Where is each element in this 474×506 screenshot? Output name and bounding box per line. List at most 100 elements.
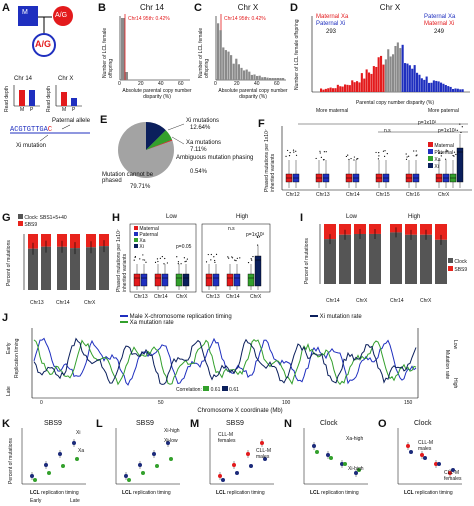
legend-paternal: Paternal bbox=[134, 232, 159, 238]
box-outlier bbox=[176, 256, 178, 258]
series-line bbox=[33, 337, 417, 386]
box-outlier bbox=[210, 253, 212, 256]
panel-j-left-axis: Replication timing bbox=[14, 338, 20, 378]
box-outlier bbox=[159, 257, 161, 259]
pie-slice-xa bbox=[146, 130, 172, 150]
box-outlier bbox=[234, 259, 236, 261]
pie-label-xa: Xa mutations bbox=[186, 140, 222, 146]
panel-label-l: L bbox=[96, 418, 103, 430]
panel-d-left-l1: Maternal Xa bbox=[316, 14, 349, 20]
stacked-bar-sbs9 bbox=[70, 234, 80, 249]
histogram-bar bbox=[396, 42, 399, 92]
histogram-bar bbox=[271, 78, 274, 80]
mother-label: A/G bbox=[55, 12, 68, 19]
box-outlier bbox=[186, 258, 188, 260]
box bbox=[154, 273, 162, 287]
panel-k-label-0: Xi bbox=[76, 430, 81, 436]
histogram-bar bbox=[237, 64, 240, 80]
box-outlier bbox=[353, 159, 355, 161]
box-outlier bbox=[142, 254, 144, 256]
box bbox=[182, 273, 190, 287]
box-outlier bbox=[257, 244, 259, 246]
bottom-xlabel-n: LCL replication timing bbox=[310, 490, 359, 496]
box-outlier bbox=[322, 159, 325, 161]
panel-j-right-high: High bbox=[452, 378, 458, 389]
box bbox=[133, 273, 141, 287]
box bbox=[175, 273, 183, 287]
box-outlier bbox=[345, 155, 347, 158]
panel-j-xtick-0: 0 bbox=[40, 400, 43, 406]
panel-g-group-0: Chr13 bbox=[30, 300, 44, 306]
panel-j-xtick-3: 150 bbox=[404, 400, 413, 406]
box-outlier bbox=[213, 256, 215, 258]
histogram-bar bbox=[413, 65, 416, 92]
stacked-bar-clock bbox=[57, 246, 67, 290]
panel-i-legend-2: SBS9 bbox=[448, 266, 467, 273]
panel-f-legend: Maternal Paternal Xa Xi bbox=[428, 142, 454, 170]
chr14-p-tick: P bbox=[30, 107, 34, 113]
box bbox=[247, 273, 255, 287]
box-outlier bbox=[134, 256, 136, 258]
dot bbox=[249, 464, 253, 468]
pie-label-cannot: Mutation cannot be phased bbox=[102, 172, 154, 184]
box-outlier bbox=[287, 149, 289, 152]
legend-xi-rate: Xi mutation rate bbox=[310, 314, 362, 320]
corr-1: 0.61 bbox=[210, 387, 221, 393]
stacked-bar-clock bbox=[70, 248, 80, 290]
panel-label-e: E bbox=[100, 114, 108, 126]
dot bbox=[232, 463, 236, 467]
panel-c-xtick-0: 0 bbox=[214, 81, 217, 87]
panel-b-xtick-1: 20 bbox=[138, 81, 144, 87]
panel-i-low: Low bbox=[346, 214, 358, 220]
histogram-bar bbox=[324, 88, 327, 92]
box-outlier bbox=[251, 259, 253, 261]
box-outlier bbox=[236, 257, 238, 259]
child-circle bbox=[32, 33, 56, 57]
histogram-bar bbox=[401, 44, 404, 92]
histogram-bar bbox=[394, 45, 397, 92]
box-outlier bbox=[215, 253, 218, 255]
panel-g-chart bbox=[23, 234, 109, 290]
xi-mutation-label: Xi mutation bbox=[16, 143, 47, 149]
box-outlier bbox=[258, 236, 261, 238]
histogram-bar bbox=[365, 69, 368, 92]
box-outlier bbox=[164, 257, 166, 260]
panel-j-right-axis: Mutation rate bbox=[444, 350, 450, 380]
histogram-bar bbox=[382, 64, 385, 92]
histogram-bar bbox=[406, 63, 409, 92]
histogram-bar bbox=[320, 88, 323, 92]
panel-d-more-maternal: More maternal bbox=[316, 108, 349, 114]
box-outlier bbox=[384, 155, 386, 158]
panel-d-left-l2: Paternal Xi bbox=[316, 21, 346, 27]
panel-j-chart bbox=[31, 328, 419, 399]
panel-h-group-1: Chr14 bbox=[154, 294, 168, 300]
histogram-bar bbox=[282, 78, 285, 80]
histogram-bar bbox=[437, 81, 440, 92]
box-outlier bbox=[247, 261, 250, 264]
histogram-bar bbox=[387, 49, 390, 92]
panel-label-b: B bbox=[98, 2, 106, 14]
panel-d-right-n: 249 bbox=[434, 29, 445, 35]
panel-i: I Low High Clock SBS9 Percent of mutatio… bbox=[300, 212, 474, 312]
panel-g-group-1: Chr14 bbox=[56, 300, 70, 306]
panel-j: J Male X-chromosome replication timing X… bbox=[0, 312, 474, 416]
panel-k-title: SBS9 bbox=[44, 420, 62, 427]
box-outlier bbox=[453, 155, 455, 157]
box-outlier bbox=[323, 151, 325, 153]
box-outlier bbox=[210, 259, 212, 261]
histogram-bar bbox=[222, 47, 225, 80]
panel-f-p3: p=1x10³ bbox=[438, 128, 457, 134]
panel-h-high: High bbox=[236, 214, 249, 220]
box-outlier bbox=[214, 261, 216, 264]
box-outlier bbox=[166, 262, 169, 264]
panel-label-h: H bbox=[112, 212, 120, 224]
box-outlier bbox=[292, 149, 295, 151]
panel-c-xtick-2: 40 bbox=[254, 81, 260, 87]
box-outlier bbox=[455, 153, 457, 156]
dot bbox=[312, 444, 316, 448]
stacked-bar-clock bbox=[28, 248, 38, 290]
panel-a: A M A/G A/G Chr 14 Chr X Read depth Read… bbox=[0, 0, 100, 170]
histogram-bar bbox=[250, 74, 253, 80]
histogram-bar bbox=[435, 80, 438, 92]
panel-d-title: Chr X bbox=[379, 3, 401, 12]
